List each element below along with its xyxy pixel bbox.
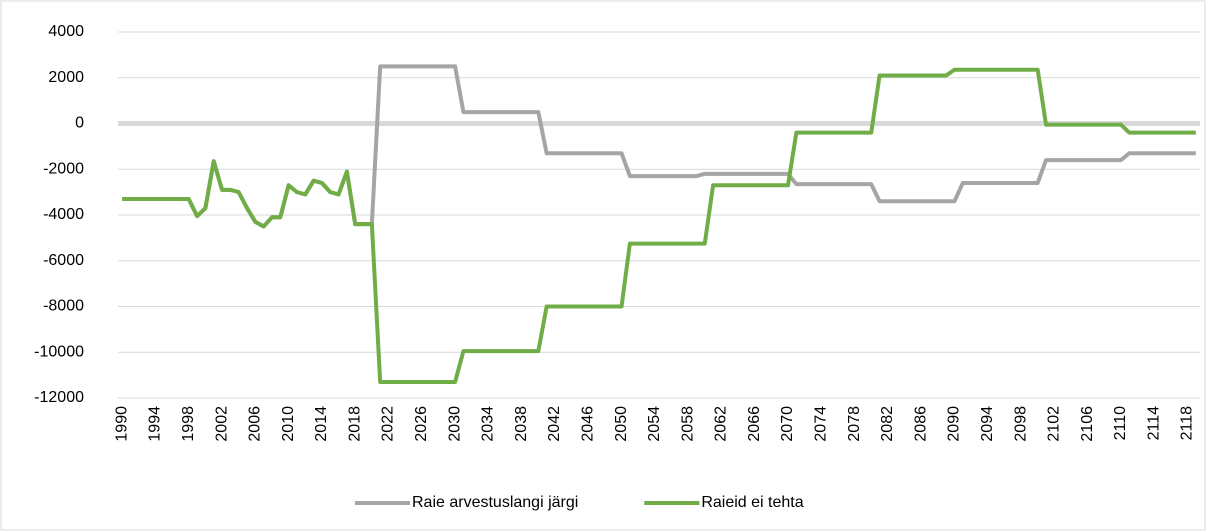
- legend-label: Raieid ei tehta: [701, 494, 803, 511]
- x-tick-label: 2014: [313, 406, 330, 442]
- x-tick-label: 2054: [646, 406, 663, 442]
- x-tick-label: 2002: [213, 406, 230, 442]
- x-tick-label: 2042: [546, 406, 563, 442]
- x-tick-label: 2010: [280, 406, 297, 442]
- x-tick-label: 2110: [1112, 406, 1129, 441]
- x-tick-label: 2106: [1079, 406, 1096, 442]
- x-tick-label: 2046: [579, 406, 596, 442]
- x-tick-label: 2034: [480, 406, 497, 442]
- x-tick-label: 2066: [746, 406, 763, 442]
- x-tick-label: 2030: [446, 406, 463, 442]
- x-tick-label: 2022: [380, 406, 397, 442]
- x-tick-label: 2086: [912, 406, 929, 442]
- x-tick-label: 2050: [613, 406, 630, 442]
- x-tick-label: 1994: [147, 406, 164, 442]
- x-tick-label: 2082: [879, 406, 896, 442]
- x-tick-label: 2090: [946, 406, 963, 442]
- x-tick-label: 2006: [247, 406, 264, 442]
- y-tick-label: -2000: [43, 160, 84, 177]
- x-tick-label: 2078: [846, 406, 863, 442]
- y-tick-label: -6000: [43, 252, 84, 269]
- y-tick-label: 4000: [48, 23, 84, 40]
- x-tick-label: 2062: [713, 406, 730, 442]
- legend-label: Raie arvestuslangi järgi: [412, 494, 578, 511]
- y-tick-label: -10000: [34, 343, 84, 360]
- x-tick-label: 2102: [1046, 406, 1063, 442]
- x-tick-label: 1998: [180, 406, 197, 442]
- x-tick-label: 2038: [513, 406, 530, 442]
- y-tick-label: 2000: [48, 69, 84, 86]
- y-tick-label: -4000: [43, 206, 84, 223]
- x-tick-label: 2018: [346, 406, 363, 442]
- x-tick-label: 2098: [1012, 406, 1029, 442]
- x-tick-label: 2118: [1179, 406, 1196, 441]
- x-tick-label: 2114: [1145, 406, 1162, 441]
- x-tick-label: 2070: [779, 406, 796, 442]
- series-line: [122, 67, 1196, 384]
- x-tick-label: 2026: [413, 406, 430, 442]
- x-tick-label: 2094: [979, 406, 996, 442]
- y-tick-label: -8000: [43, 298, 84, 315]
- x-tick-label: 2074: [813, 406, 830, 442]
- y-tick-label: 0: [75, 115, 84, 132]
- y-tick-label: -12000: [34, 389, 84, 406]
- x-tick-label: 2058: [679, 406, 696, 442]
- x-tick-label: 1990: [113, 406, 130, 442]
